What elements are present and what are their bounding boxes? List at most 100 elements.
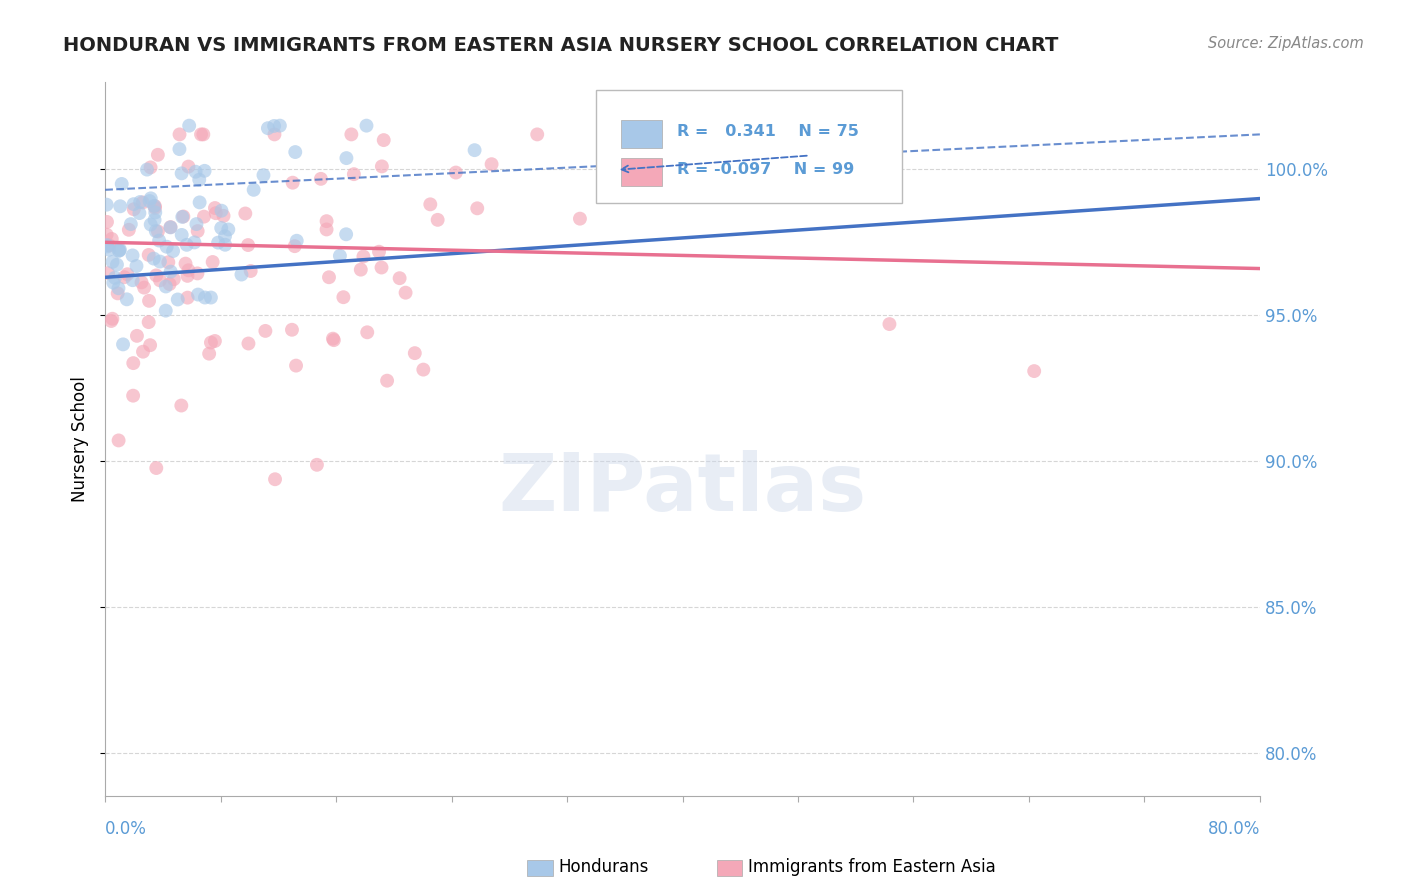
Point	[156, 240, 179, 254]
Point	[145, 268, 167, 283]
Point	[132, 195, 155, 210]
Point	[188, 195, 211, 210]
Point	[155, 279, 177, 293]
Point	[373, 133, 395, 147]
FancyBboxPatch shape	[596, 90, 901, 203]
Point	[145, 224, 167, 238]
Point	[204, 201, 226, 215]
Text: Source: ZipAtlas.com: Source: ZipAtlas.com	[1208, 36, 1364, 51]
Point	[263, 119, 285, 133]
Point	[335, 227, 357, 242]
Point	[412, 362, 434, 376]
Point	[122, 202, 145, 217]
Point	[115, 293, 138, 307]
Point	[121, 248, 143, 262]
Point	[172, 210, 194, 224]
Text: 80.0%: 80.0%	[1208, 820, 1260, 838]
Point	[201, 255, 224, 269]
Text: 0.0%: 0.0%	[105, 820, 148, 838]
Point	[212, 209, 235, 223]
Point	[332, 290, 354, 304]
Point	[143, 213, 166, 227]
Point	[170, 399, 193, 413]
Text: Immigrants from Eastern Asia: Immigrants from Eastern Asia	[748, 858, 995, 876]
Point	[322, 333, 344, 347]
Point	[419, 197, 441, 211]
Point	[98, 243, 121, 257]
Point	[143, 205, 166, 219]
Point	[117, 267, 139, 281]
Point	[200, 291, 222, 305]
Point	[142, 252, 165, 266]
Point	[211, 203, 233, 218]
Point	[236, 238, 259, 252]
Point	[394, 285, 416, 300]
Point	[465, 202, 488, 216]
Point	[101, 311, 124, 326]
Point	[146, 224, 169, 238]
Point	[155, 303, 177, 318]
Point	[129, 194, 152, 209]
Point	[184, 165, 207, 179]
Point	[194, 164, 217, 178]
Point	[96, 215, 118, 229]
Point	[179, 119, 201, 133]
Point	[177, 263, 200, 277]
Point	[343, 167, 366, 181]
Point	[568, 211, 591, 226]
Y-axis label: Nursery School: Nursery School	[72, 376, 89, 502]
Point	[108, 243, 131, 257]
Point	[96, 239, 118, 253]
Point	[318, 270, 340, 285]
Point	[125, 329, 148, 343]
Point	[138, 248, 160, 262]
Point	[138, 315, 160, 329]
Point	[101, 255, 124, 269]
Point	[121, 273, 143, 287]
Point	[131, 276, 153, 290]
Point	[356, 326, 378, 340]
Point	[118, 223, 141, 237]
Point	[284, 145, 307, 159]
Point	[104, 270, 127, 285]
Point	[159, 264, 181, 278]
Point	[149, 273, 172, 287]
Point	[159, 220, 181, 235]
Point	[1024, 364, 1046, 378]
Point	[187, 224, 209, 238]
Point	[350, 262, 373, 277]
Point	[96, 227, 118, 242]
Point	[285, 234, 308, 248]
Point	[207, 235, 229, 250]
Point	[176, 291, 198, 305]
Point	[177, 160, 200, 174]
Point	[464, 143, 486, 157]
Point	[145, 461, 167, 475]
Point	[172, 210, 194, 224]
Point	[143, 199, 166, 213]
Point	[252, 168, 274, 182]
Point	[108, 244, 131, 258]
Point	[136, 162, 159, 177]
Point	[231, 268, 253, 282]
Point	[149, 254, 172, 268]
Point	[146, 148, 169, 162]
Point	[169, 142, 191, 156]
Point	[239, 264, 262, 278]
Point	[309, 172, 332, 186]
Point	[125, 259, 148, 273]
Point	[214, 229, 236, 244]
Point	[526, 128, 548, 142]
Point	[305, 458, 328, 472]
Point	[194, 291, 217, 305]
Point	[122, 356, 145, 370]
Point	[176, 268, 198, 283]
Point	[186, 217, 208, 231]
Point	[198, 346, 221, 360]
Point	[176, 237, 198, 252]
Point	[329, 249, 352, 263]
Point	[166, 293, 188, 307]
Point	[188, 172, 211, 186]
Point	[263, 128, 285, 142]
Point	[112, 270, 135, 285]
